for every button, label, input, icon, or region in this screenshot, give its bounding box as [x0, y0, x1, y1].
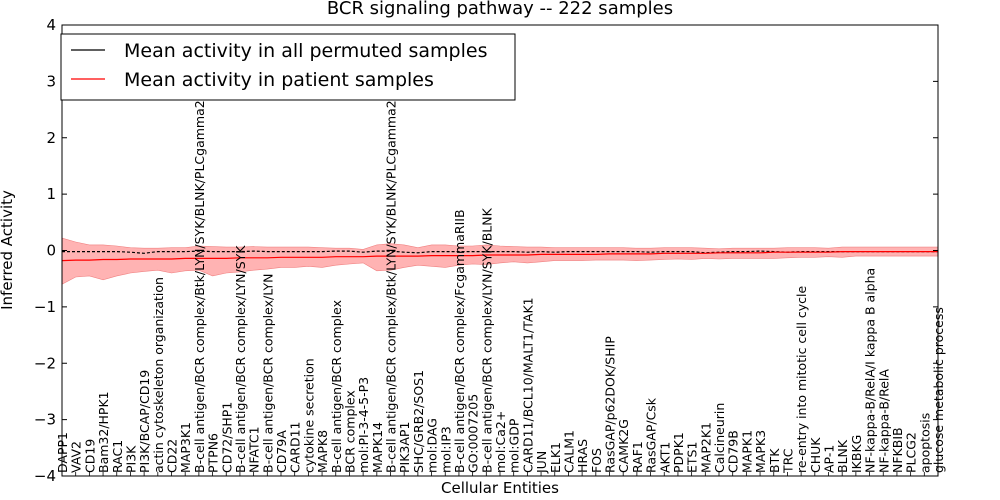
x-tick-label: FOS [589, 448, 604, 473]
x-tick-label: GO:0007205 [466, 394, 481, 473]
y-tick-label: 0 [46, 242, 56, 260]
x-axis-label: Cellular Entities [441, 479, 559, 497]
x-tick-label: CD79A [274, 430, 289, 473]
x-tick-label: B-cell antigen/BCR complex [329, 300, 344, 473]
x-tick-label: B-cell antigen/BCR complex/FcgammaRIIB [452, 209, 467, 473]
x-tick-label: CD72/SHP1 [219, 402, 234, 473]
x-tick-label: VAV2 [69, 441, 84, 473]
y-tick-label: 3 [46, 72, 56, 90]
x-tick-label: glucose metabolic process [931, 307, 946, 473]
x-tick-label: PI3K/BCAP/CD19 [137, 370, 152, 473]
x-tick-label: MAP2K1 [698, 422, 713, 473]
x-tick-label: BLNK [835, 439, 850, 473]
x-tick-label: mol:PI-3-4-5-P3 [356, 377, 371, 473]
y-axis-ticks: −4 −3 −2 −1 0 1 2 3 4 [34, 16, 938, 485]
x-tick-label: mol:Ca2+ [493, 411, 508, 473]
x-tick-label: PIK3AP1 [397, 422, 412, 473]
x-tick-label: PI3K [123, 445, 138, 473]
x-tick-label: HRAS [575, 439, 590, 473]
y-tick-label: −3 [34, 411, 56, 429]
x-tick-label: CARD11 [288, 422, 303, 474]
x-tick-label: PTPN6 [206, 433, 221, 473]
x-tick-label: mol:GDP [507, 418, 522, 473]
x-tick-label: CALM1 [561, 430, 576, 473]
legend: Mean activity in all permuted samples Me… [60, 33, 516, 101]
x-tick-label: B-cell antigen/BCR complex/LYN/SYK/BLNK [479, 207, 494, 473]
x-tick-label: BCR complex [342, 390, 357, 473]
y-tick-label: 2 [46, 129, 56, 147]
x-tick-label: NFKBIB [890, 427, 905, 473]
x-tick-label: mol:DAG [425, 418, 440, 473]
x-tick-label: RAC1 [110, 440, 125, 473]
x-tick-label: MAPK8 [315, 430, 330, 473]
x-tick-label: MAPK14 [370, 422, 385, 473]
x-tick-label: PLCG2 [904, 432, 919, 473]
x-tick-label: CHUK [808, 437, 823, 473]
x-tick-label: B-cell antigen/BCR complex/Btk/LYN/SYK/B… [384, 100, 399, 473]
x-tick-label: MAPK1 [739, 430, 754, 473]
chart-title: BCR signaling pathway -- 222 samples [327, 0, 673, 19]
line-layer [61, 250, 938, 262]
x-tick-label: Calcineurin [712, 403, 727, 473]
legend-box [60, 33, 516, 101]
x-tick-label: CAMK2G [616, 419, 631, 473]
x-tick-label: RasGAP/p62DOK/SHIP [603, 336, 618, 473]
x-tick-label: DAPP1 [55, 432, 70, 473]
x-tick-label: CD22 [165, 439, 180, 473]
y-tick-label: 4 [46, 16, 56, 34]
x-tick-label: ETS1 [685, 442, 700, 473]
x-tick-label: NF-kappa-B/RelA/I kappa B alpha [863, 268, 878, 473]
y-tick-label: 1 [46, 185, 56, 203]
x-axis-entity-labels: DAPP1VAV2CD19Bam32/HPK1RAC1PI3KPI3K/BCAP… [55, 100, 946, 476]
x-tick-label: B-cell antigen/BCR complex/Btk/LYN/SYK/B… [192, 100, 207, 473]
series-line-patient [61, 251, 938, 262]
x-tick-label: CD19 [82, 439, 97, 473]
x-tick-label: B-cell antigen/BCR complex/LYN/SYK [233, 245, 248, 473]
x-tick-label: re-entry into mitotic cell cycle [794, 285, 809, 473]
x-tick-label: MAPK3 [753, 430, 768, 473]
x-tick-label: mol:IP3 [438, 426, 453, 473]
x-tick-label: RasGAP/Csk [644, 397, 659, 473]
x-tick-label: IKBKG [849, 435, 864, 473]
x-tick-label: NFATC1 [247, 426, 262, 473]
x-tick-label: ELK1 [548, 442, 563, 473]
x-tick-label: NF-kappa-B/RelA [876, 369, 891, 473]
x-tick-label: cytokine secretion [301, 358, 316, 473]
y-axis-label: Inferred Activity [0, 190, 16, 310]
x-tick-label: AKT1 [657, 442, 672, 473]
x-tick-label: B-cell antigen/BCR complex/LYN [260, 274, 275, 474]
x-tick-label: SHC/GRB2/SOS1 [411, 370, 426, 473]
y-tick-label: −1 [34, 298, 56, 316]
x-tick-label: Bam32/HPK1 [96, 391, 111, 473]
y-tick-label: −4 [34, 467, 56, 485]
x-tick-label: MAP3K1 [178, 422, 193, 473]
x-tick-label: apoptosis [917, 413, 932, 473]
x-tick-label: CARD11/BCL10/MALT1/TAK1 [520, 297, 535, 473]
legend-label-patient: Mean activity in patient samples [124, 69, 434, 91]
x-tick-label: PDPK1 [671, 432, 686, 473]
x-tick-label: BTK [767, 448, 782, 473]
x-tick-label: actin cytoskeleton organization [151, 277, 166, 473]
x-tick-label: CD79B [726, 430, 741, 473]
legend-label-permuted: Mean activity in all permuted samples [124, 40, 487, 62]
x-tick-label: RAF1 [630, 441, 645, 473]
x-tick-label: AP-1 [822, 445, 837, 473]
y-tick-label: −2 [34, 354, 56, 372]
x-tick-label: TRC [780, 448, 795, 474]
x-tick-label: JUN [534, 451, 549, 474]
